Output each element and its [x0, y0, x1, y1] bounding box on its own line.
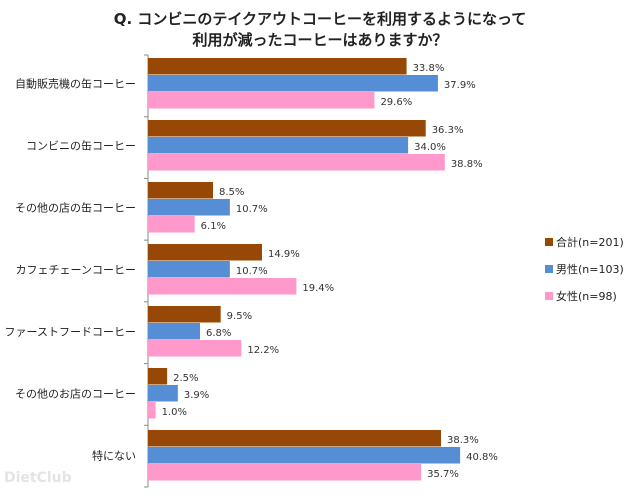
category-label: コンビニの缶コーヒー — [26, 139, 136, 153]
data-label: 19.4% — [302, 283, 334, 294]
data-label: 38.3% — [447, 435, 479, 446]
category-label: 特にない — [92, 449, 136, 463]
data-label: 2.5% — [173, 373, 198, 384]
category-label: 自動販売機の缶コーヒー — [15, 77, 136, 91]
legend-swatch — [545, 238, 553, 246]
chart-title-line-2: 利用が減ったコーヒーはありますか？ — [192, 31, 448, 49]
bar-total — [148, 120, 426, 137]
bar-total — [148, 306, 221, 323]
data-label: 9.5% — [227, 311, 252, 322]
data-label: 40.8% — [466, 452, 498, 463]
chart-title-line-1: Q. コンビニのテイクアウトコーヒーを利用するようになって — [113, 10, 527, 28]
bar-male — [148, 137, 409, 154]
legend-label: 合計(n=201) — [556, 235, 624, 249]
category-label: その他の店の缶コーヒー — [15, 201, 136, 215]
legend-swatch — [545, 292, 553, 300]
data-label: 36.3% — [432, 125, 464, 136]
bar-male — [148, 447, 461, 464]
bar-female — [148, 154, 445, 171]
bar-male — [148, 385, 178, 402]
data-label: 12.2% — [247, 345, 279, 356]
data-label: 33.8% — [413, 63, 445, 74]
bar-total — [148, 244, 262, 261]
category-label: ファーストフードコーヒー — [5, 326, 136, 339]
bar-total — [148, 58, 407, 75]
bar-female — [148, 216, 195, 233]
watermark-logo: DietClub — [4, 470, 72, 486]
bar-male — [148, 261, 230, 278]
data-label: 10.7% — [236, 266, 268, 277]
data-label: 35.7% — [427, 469, 459, 480]
bar-female — [148, 278, 297, 295]
data-label: 10.7% — [236, 204, 268, 215]
data-label: 3.9% — [184, 390, 209, 401]
bar-male — [148, 75, 438, 92]
data-label: 8.5% — [219, 187, 244, 198]
data-label: 29.6% — [380, 97, 412, 108]
data-label: 34.0% — [414, 142, 446, 153]
bar-male — [148, 199, 230, 216]
bar-total — [148, 430, 441, 447]
bar-female — [148, 92, 375, 109]
bar-total — [148, 368, 168, 385]
data-label: 14.9% — [268, 249, 300, 260]
bar-female — [148, 340, 242, 357]
category-label: カフェチェーンコーヒー — [16, 264, 136, 277]
data-label: 6.8% — [206, 328, 231, 339]
legend-label: 男性(n=103) — [556, 262, 624, 276]
bar-male — [148, 323, 201, 340]
data-label: 37.9% — [444, 80, 476, 91]
bar-total — [148, 182, 214, 199]
data-label: 1.0% — [162, 407, 187, 418]
legend-label: 女性(n=98) — [556, 289, 617, 303]
bar-female — [148, 464, 422, 481]
category-label: その他のお店のコーヒー — [15, 387, 136, 401]
data-label: 38.8% — [451, 159, 483, 170]
bar-female — [148, 402, 156, 419]
data-label: 6.1% — [201, 221, 226, 232]
legend-swatch — [545, 265, 553, 273]
